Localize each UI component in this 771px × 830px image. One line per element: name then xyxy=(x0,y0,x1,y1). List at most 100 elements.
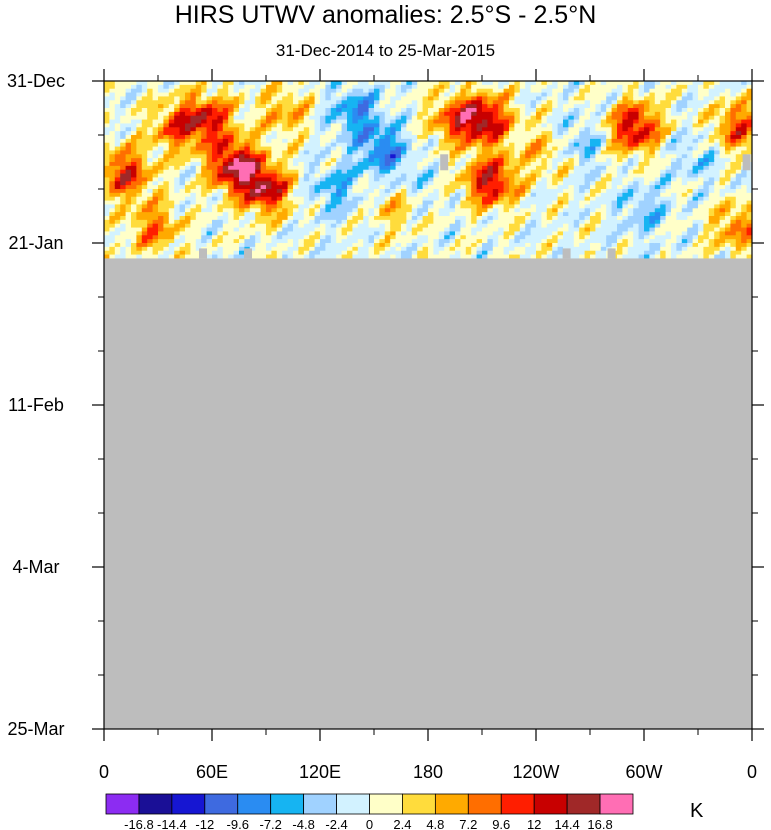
heatmap-cell xyxy=(449,92,456,98)
heatmap-cell xyxy=(217,185,224,190)
heatmap-cell xyxy=(422,146,429,152)
heatmap-cell xyxy=(509,111,515,117)
heatmap-cell xyxy=(671,135,677,140)
heatmap-cell xyxy=(449,119,456,125)
heatmap-cell xyxy=(379,250,386,256)
heatmap-cell xyxy=(363,250,370,256)
heatmap-cell xyxy=(573,146,580,152)
heatmap-cell xyxy=(557,142,564,148)
heatmap-cell xyxy=(271,146,278,152)
heatmap-cell xyxy=(622,254,629,260)
heatmap-cell xyxy=(114,96,121,101)
heatmap-cell xyxy=(195,100,202,105)
heatmap-cell xyxy=(276,185,283,190)
heatmap-cell xyxy=(449,212,456,217)
heatmap-cell xyxy=(617,246,623,252)
heatmap-cell xyxy=(131,200,137,206)
heatmap-cell xyxy=(320,243,326,248)
heatmap-cell xyxy=(158,150,164,155)
heatmap-cell xyxy=(293,208,299,213)
heatmap-cell xyxy=(212,223,218,229)
heatmap-cell xyxy=(514,243,521,248)
heatmap-cell xyxy=(444,127,451,132)
heatmap-cell xyxy=(460,96,467,101)
heatmap-cell xyxy=(260,119,267,125)
heatmap-cell xyxy=(633,243,640,248)
heatmap-cell xyxy=(622,131,629,136)
heatmap-cell xyxy=(654,250,661,256)
heatmap-cell xyxy=(282,243,289,248)
heatmap-cell xyxy=(654,219,661,225)
heatmap-cell xyxy=(152,96,159,101)
heatmap-cell xyxy=(606,115,613,121)
heatmap-cell xyxy=(276,123,283,128)
heatmap-cell xyxy=(438,208,445,213)
heatmap-cell xyxy=(476,239,483,244)
heatmap-cell xyxy=(509,173,515,179)
heatmap-cell xyxy=(465,119,472,125)
heatmap-cell xyxy=(158,119,164,125)
heatmap-cell xyxy=(476,154,483,159)
heatmap-cell xyxy=(282,123,289,128)
heatmap-cell xyxy=(217,138,224,144)
heatmap-cell xyxy=(276,142,283,148)
heatmap-cell xyxy=(114,208,121,213)
heatmap-cell xyxy=(617,96,623,101)
heatmap-cell xyxy=(681,84,688,90)
heatmap-cell xyxy=(222,243,229,248)
heatmap-cell xyxy=(476,135,483,140)
heatmap-cell xyxy=(433,108,440,113)
heatmap-cell xyxy=(633,92,640,98)
heatmap-cell xyxy=(665,135,672,140)
heatmap-cell xyxy=(276,200,283,206)
heatmap-cell xyxy=(260,177,267,182)
heatmap-cell xyxy=(120,235,127,240)
heatmap-cell xyxy=(298,196,305,202)
heatmap-cell xyxy=(406,185,413,190)
heatmap-cell xyxy=(422,169,429,175)
heatmap-cell xyxy=(557,138,564,144)
heatmap-cell xyxy=(444,227,451,233)
heatmap-cell xyxy=(563,92,569,98)
heatmap-cell xyxy=(455,177,461,182)
heatmap-cell xyxy=(471,246,478,252)
heatmap-cell xyxy=(471,254,478,260)
heatmap-cell xyxy=(336,235,343,240)
heatmap-cell xyxy=(584,135,591,140)
heatmap-cell xyxy=(390,231,397,236)
heatmap-cell xyxy=(163,108,170,113)
heatmap-cell xyxy=(600,131,607,136)
heatmap-cell xyxy=(492,227,499,233)
heatmap-cell xyxy=(568,135,575,140)
heatmap-cell xyxy=(357,84,364,90)
heatmap-cell xyxy=(428,146,434,152)
heatmap-cell xyxy=(422,189,429,194)
heatmap-cell xyxy=(293,150,299,155)
heatmap-cell xyxy=(222,142,229,148)
heatmap-cell xyxy=(190,135,197,140)
heatmap-cell xyxy=(298,96,305,101)
heatmap-cell xyxy=(622,219,629,225)
heatmap-cell xyxy=(260,84,267,90)
heatmap-cell xyxy=(455,84,461,90)
heatmap-cell xyxy=(465,173,472,179)
heatmap-cell xyxy=(519,254,526,260)
heatmap-cell xyxy=(104,81,110,86)
heatmap-cell xyxy=(536,127,542,132)
heatmap-cell xyxy=(174,169,181,175)
heatmap-cell xyxy=(498,81,505,86)
heatmap-cell xyxy=(552,208,559,213)
heatmap-cell xyxy=(401,138,407,144)
heatmap-cell xyxy=(476,115,483,121)
heatmap-cell xyxy=(341,185,348,190)
heatmap-cell xyxy=(455,227,461,233)
heatmap-cell xyxy=(681,150,688,155)
heatmap-cell xyxy=(158,231,164,236)
heatmap-cell xyxy=(136,177,143,182)
heatmap-cell xyxy=(330,100,337,105)
heatmap-cell xyxy=(455,189,461,194)
heatmap-cell xyxy=(363,192,370,198)
heatmap-cell xyxy=(449,88,456,94)
heatmap-cell xyxy=(163,92,170,98)
heatmap-cell xyxy=(503,88,510,94)
